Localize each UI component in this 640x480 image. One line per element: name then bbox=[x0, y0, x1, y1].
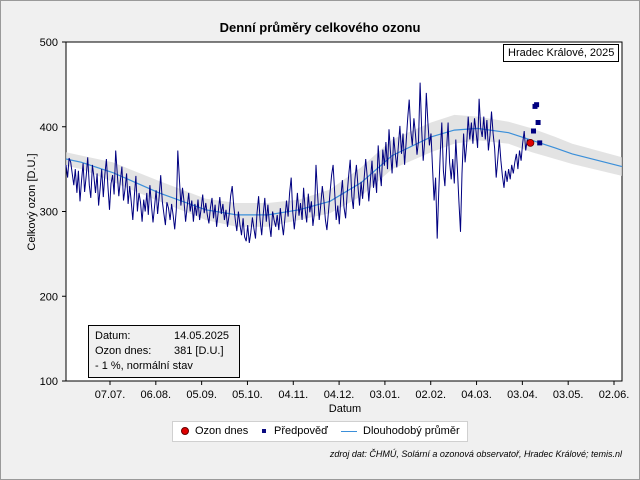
info-ozone-value: 381 [D.U.] bbox=[174, 345, 224, 357]
legend-longterm-label: Dlouhodobý průměr bbox=[363, 425, 460, 437]
y-tick-label: 200 bbox=[40, 291, 58, 303]
x-tick-label: 04.03. bbox=[461, 389, 492, 401]
y-tick-label: 400 bbox=[40, 122, 58, 134]
daily-ozone-line bbox=[65, 82, 531, 243]
info-box: Datum: 14.05.2025 Ozon dnes: 381 [D.U.] … bbox=[88, 325, 240, 378]
legend-item-longterm: Dlouhodobý průměr bbox=[341, 425, 460, 437]
forecast-point bbox=[534, 102, 540, 108]
info-date-row: Datum: 14.05.2025 bbox=[95, 329, 239, 344]
x-tick-label: 03.04. bbox=[507, 389, 538, 401]
legend-item-today: Ozon dnes bbox=[181, 425, 248, 437]
legend-item-forecast: Předpověď bbox=[262, 425, 328, 437]
y-axis-label: Celkový ozon [D.U.] bbox=[26, 153, 38, 251]
info-date-value: 14.05.2025 bbox=[174, 330, 230, 342]
x-tick-label: 04.11. bbox=[278, 389, 308, 401]
info-ozone-row: Ozon dnes: 381 [D.U.] bbox=[95, 344, 239, 359]
x-tick-label: 02.02. bbox=[415, 389, 446, 401]
info-status-row: - 1 %, normální stav bbox=[95, 359, 239, 374]
forecast-point bbox=[537, 140, 543, 146]
info-status: - 1 %, normální stav bbox=[95, 360, 193, 372]
legend: Ozon dnes Předpověď Dlouhodobý průměr bbox=[172, 421, 468, 442]
y-tick-label: 300 bbox=[40, 207, 58, 219]
legend-forecast-label: Předpověď bbox=[274, 425, 328, 437]
info-ozone-label: Ozon dnes: bbox=[95, 345, 152, 357]
data-source: zdroj dat: ČHMÚ, Solární a ozonová obser… bbox=[329, 449, 622, 459]
x-axis-label: Datum bbox=[328, 403, 362, 415]
legend-today-marker bbox=[181, 427, 189, 435]
chart-title: Denní průměry celkového ozonu bbox=[219, 20, 421, 35]
x-tick-label: 06.08. bbox=[141, 389, 172, 401]
y-tick-label: 500 bbox=[40, 37, 58, 49]
x-tick-label: 07.07. bbox=[95, 389, 126, 401]
forecast-point bbox=[535, 120, 541, 125]
legend-forecast-marker bbox=[262, 429, 266, 433]
x-tick-label: 03.05. bbox=[553, 389, 584, 401]
today-point bbox=[526, 138, 535, 147]
x-tick-label: 05.10. bbox=[232, 389, 263, 401]
plot-area bbox=[65, 41, 623, 382]
x-tick-label: 03.01. bbox=[370, 389, 401, 401]
forecast-point bbox=[531, 128, 536, 134]
x-tick-label: 04.12. bbox=[324, 389, 355, 401]
x-tick-label: 02.06. bbox=[599, 389, 630, 401]
x-tick-label: 05.09. bbox=[186, 389, 217, 401]
y-tick-label: 100 bbox=[40, 376, 58, 388]
info-date-label: Datum: bbox=[95, 330, 131, 342]
place-label: Hradec Králové, 2025 bbox=[503, 44, 620, 62]
legend-today-label: Ozon dnes bbox=[195, 425, 249, 437]
longterm-band bbox=[66, 114, 622, 227]
legend-longterm-marker bbox=[341, 430, 357, 432]
